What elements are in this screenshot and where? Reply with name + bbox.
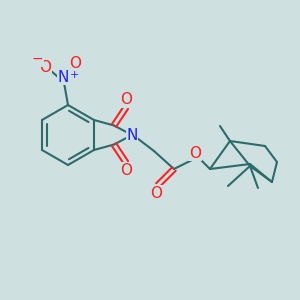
Text: O: O	[69, 56, 81, 70]
Text: O: O	[120, 92, 132, 107]
Text: O: O	[189, 146, 201, 160]
Text: O: O	[150, 185, 162, 200]
Text: −: −	[31, 52, 43, 66]
Text: +: +	[70, 70, 80, 80]
Text: O: O	[120, 163, 132, 178]
Text: N: N	[126, 128, 138, 142]
Text: O: O	[39, 59, 51, 74]
Text: N: N	[57, 70, 69, 85]
